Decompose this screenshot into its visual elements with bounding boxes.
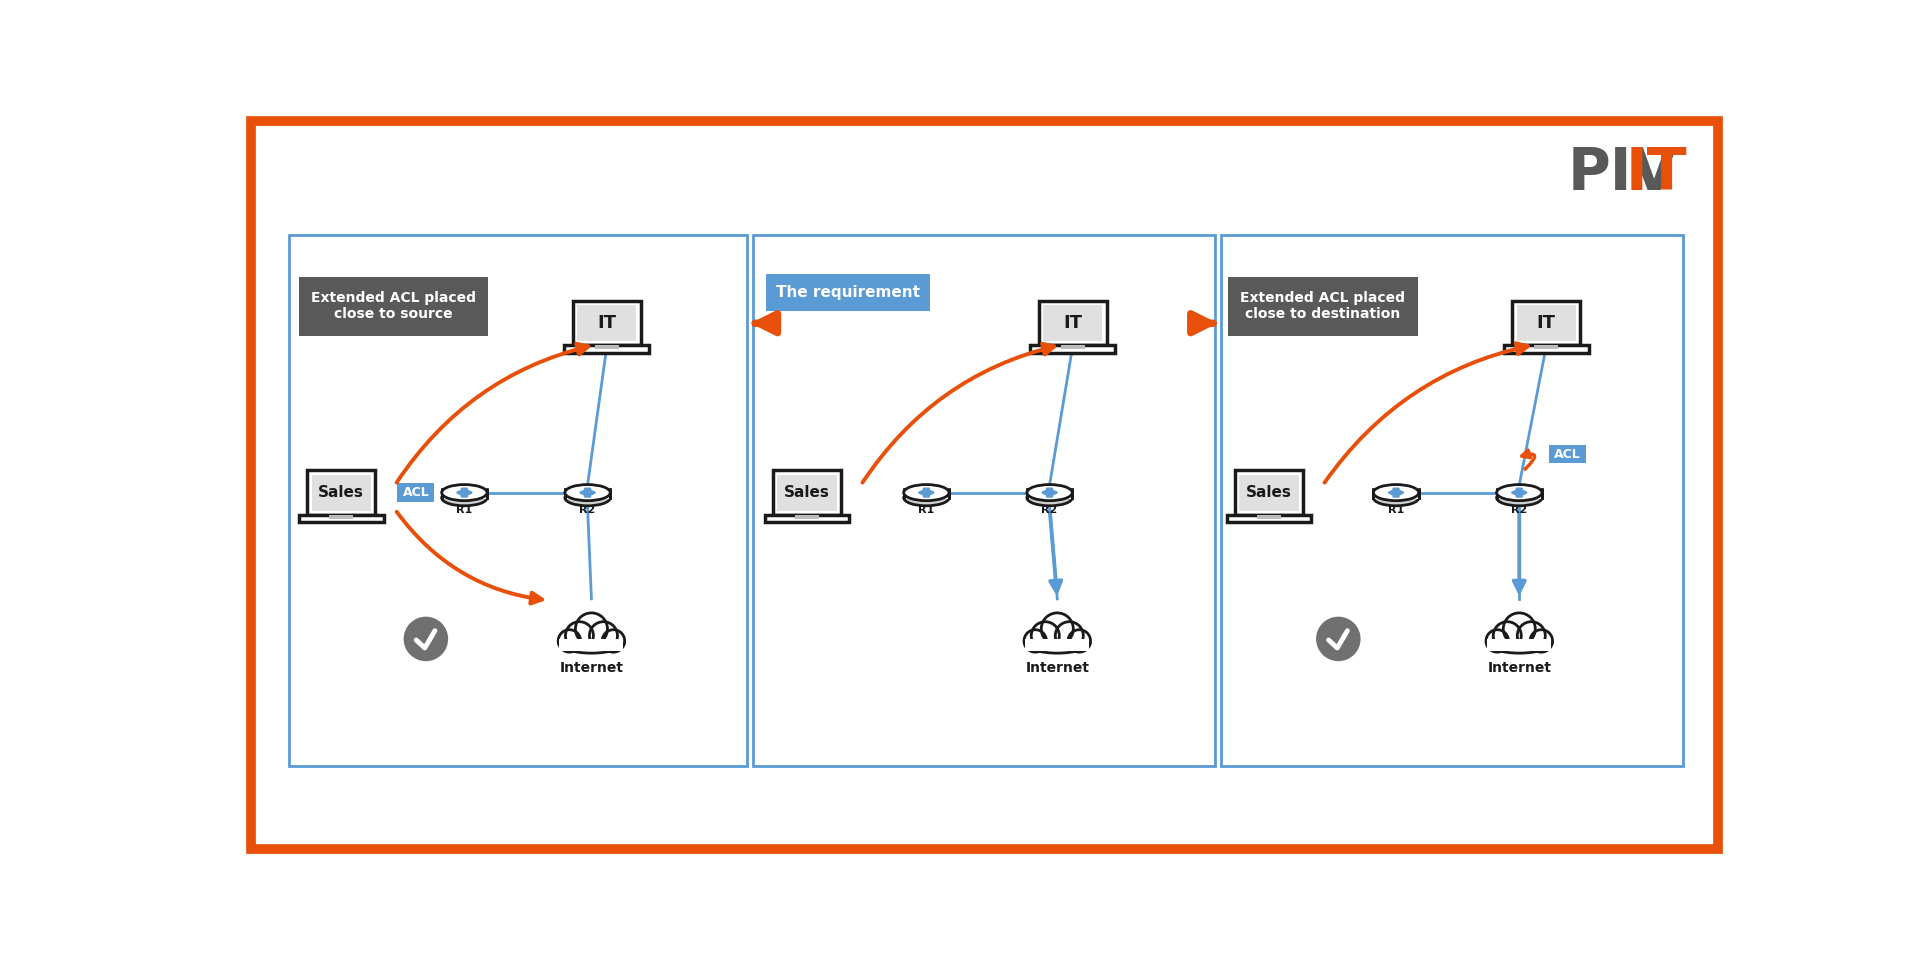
FancyBboxPatch shape (1060, 345, 1085, 349)
Ellipse shape (565, 484, 611, 501)
FancyBboxPatch shape (1028, 488, 1072, 499)
FancyBboxPatch shape (1550, 445, 1587, 463)
Circle shape (1493, 622, 1521, 650)
Circle shape (1041, 613, 1074, 645)
FancyBboxPatch shape (1026, 639, 1089, 651)
Circle shape (1316, 617, 1360, 660)
FancyBboxPatch shape (596, 345, 619, 349)
Text: IT: IT (1625, 144, 1687, 202)
Text: R1: R1 (1389, 505, 1404, 515)
Ellipse shape (1374, 484, 1420, 501)
FancyBboxPatch shape (772, 470, 841, 515)
Text: IT: IT (1537, 314, 1556, 333)
Ellipse shape (1028, 490, 1072, 505)
Text: Sales: Sales (319, 485, 365, 500)
Ellipse shape (565, 490, 611, 505)
Circle shape (1024, 629, 1047, 653)
FancyBboxPatch shape (795, 515, 818, 519)
Text: R1: R1 (918, 505, 934, 515)
FancyBboxPatch shape (565, 488, 611, 499)
Text: ACL: ACL (403, 486, 428, 499)
Text: IT: IT (597, 314, 617, 333)
Text: Internet: Internet (1026, 661, 1089, 675)
FancyBboxPatch shape (1043, 306, 1103, 341)
FancyBboxPatch shape (576, 306, 636, 341)
Circle shape (1032, 622, 1058, 650)
Circle shape (1518, 622, 1544, 650)
FancyBboxPatch shape (300, 515, 384, 523)
Text: The requirement: The requirement (776, 284, 920, 300)
Circle shape (603, 629, 624, 653)
FancyBboxPatch shape (300, 277, 488, 335)
Ellipse shape (1496, 484, 1543, 501)
Text: PIV: PIV (1568, 144, 1677, 202)
Text: Sales: Sales (784, 485, 830, 500)
Ellipse shape (1496, 490, 1543, 505)
Circle shape (1487, 629, 1508, 653)
Circle shape (1504, 613, 1535, 645)
Circle shape (559, 629, 580, 653)
FancyBboxPatch shape (572, 301, 642, 345)
FancyBboxPatch shape (1039, 301, 1106, 345)
Circle shape (1055, 622, 1083, 650)
FancyBboxPatch shape (778, 475, 838, 510)
Text: IT: IT (1062, 314, 1082, 333)
FancyBboxPatch shape (1239, 475, 1299, 510)
FancyBboxPatch shape (766, 274, 930, 311)
FancyBboxPatch shape (1535, 345, 1558, 349)
Circle shape (565, 622, 594, 650)
FancyBboxPatch shape (559, 639, 624, 651)
Text: ACL: ACL (1554, 448, 1581, 460)
Ellipse shape (442, 490, 488, 505)
FancyBboxPatch shape (565, 345, 649, 353)
Text: Extended ACL placed
close to source: Extended ACL placed close to source (311, 291, 476, 321)
Text: R1: R1 (457, 505, 473, 515)
FancyBboxPatch shape (398, 483, 434, 502)
FancyBboxPatch shape (1024, 635, 1089, 655)
Text: Sales: Sales (1247, 485, 1293, 500)
FancyBboxPatch shape (1256, 515, 1281, 519)
FancyBboxPatch shape (559, 635, 624, 655)
Text: R2: R2 (1512, 505, 1527, 515)
Circle shape (1531, 629, 1552, 653)
FancyBboxPatch shape (1496, 488, 1543, 499)
Ellipse shape (903, 490, 949, 505)
Text: R2: R2 (1041, 505, 1058, 515)
Ellipse shape (1028, 484, 1072, 501)
FancyBboxPatch shape (1030, 345, 1114, 353)
Circle shape (403, 617, 448, 660)
Text: Extended ACL placed
close to destination: Extended ACL placed close to destination (1241, 291, 1406, 321)
Ellipse shape (442, 484, 488, 501)
Ellipse shape (903, 484, 949, 501)
Text: R2: R2 (580, 505, 596, 515)
FancyBboxPatch shape (1228, 277, 1418, 335)
FancyBboxPatch shape (1504, 345, 1589, 353)
FancyBboxPatch shape (903, 488, 949, 499)
Text: Internet: Internet (559, 661, 624, 675)
FancyBboxPatch shape (1512, 301, 1581, 345)
FancyBboxPatch shape (328, 515, 353, 519)
FancyBboxPatch shape (442, 488, 488, 499)
FancyBboxPatch shape (1487, 639, 1552, 651)
Circle shape (590, 622, 617, 650)
FancyBboxPatch shape (1235, 470, 1302, 515)
FancyBboxPatch shape (311, 475, 371, 510)
Circle shape (1068, 629, 1091, 653)
Text: Internet: Internet (1487, 661, 1552, 675)
FancyBboxPatch shape (765, 515, 849, 523)
Ellipse shape (1374, 490, 1420, 505)
FancyBboxPatch shape (1516, 306, 1575, 341)
FancyBboxPatch shape (1228, 515, 1312, 523)
Circle shape (576, 613, 607, 645)
FancyBboxPatch shape (1374, 488, 1420, 499)
FancyBboxPatch shape (307, 470, 375, 515)
FancyBboxPatch shape (1487, 635, 1552, 655)
